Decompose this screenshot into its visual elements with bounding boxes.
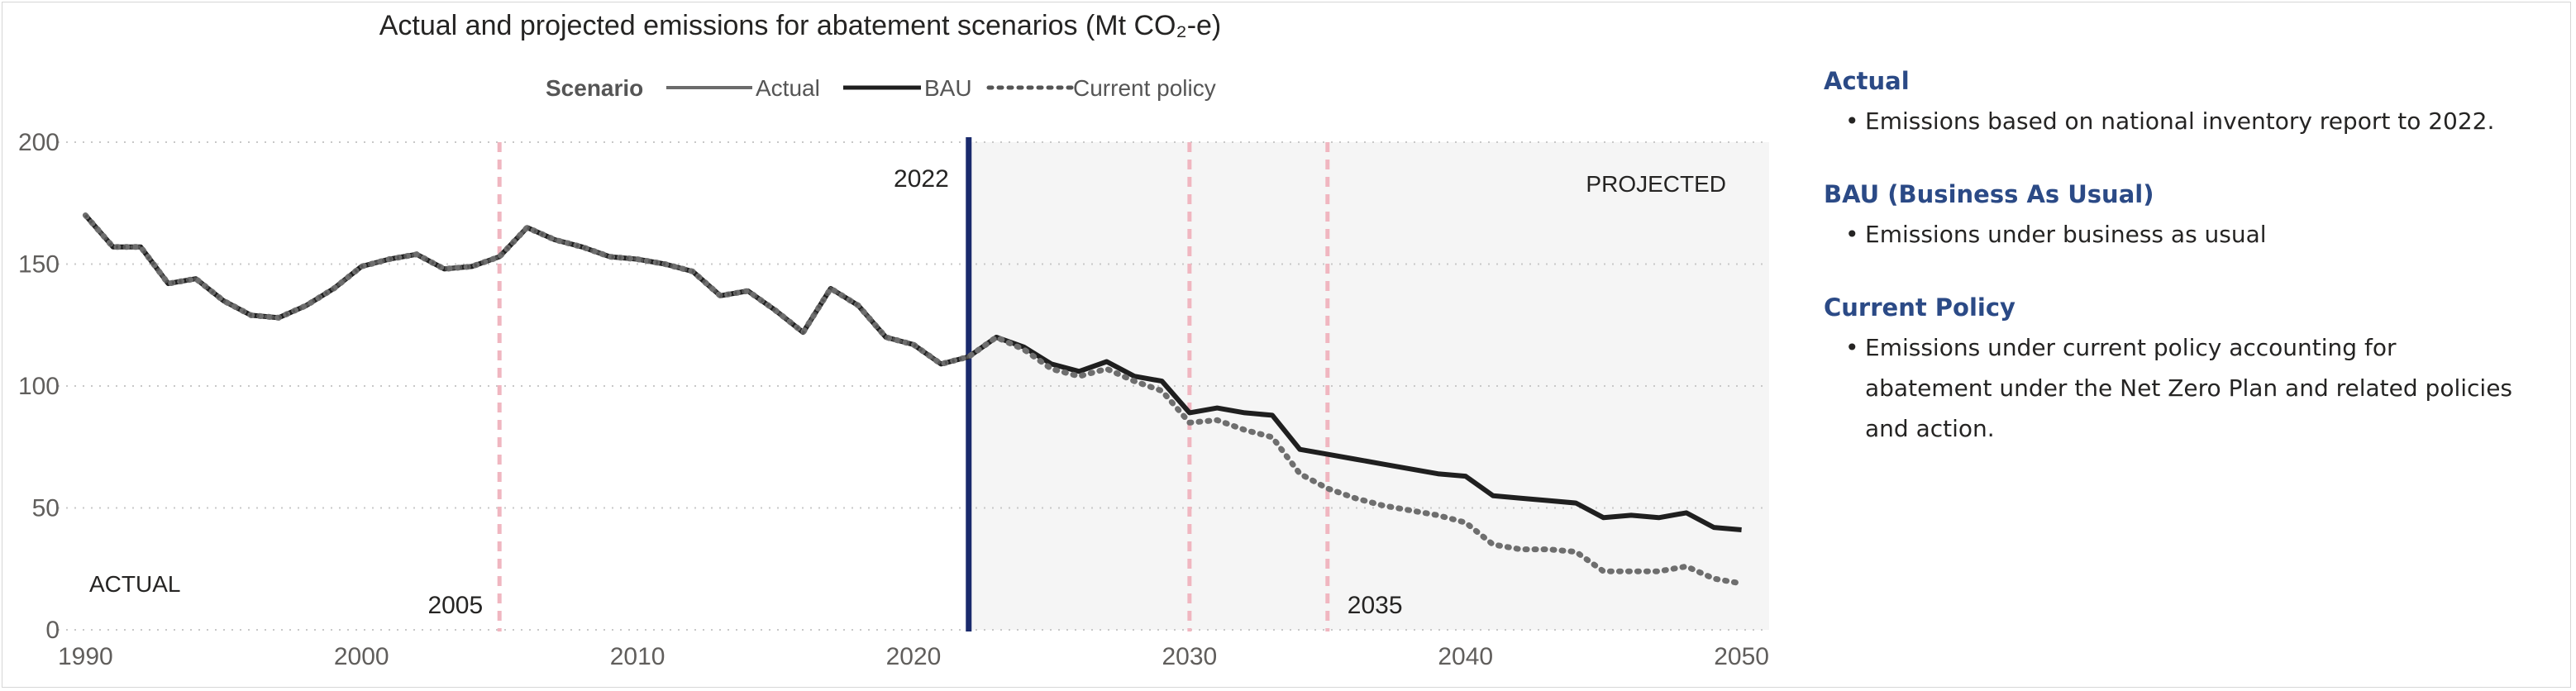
emissions-chart: Actual and projected emissions for abate… — [18, 10, 1769, 670]
bullets-bau: Emissions under business as usual — [1824, 214, 2551, 255]
y-tick-label: 150 — [18, 251, 60, 279]
heading-bau: BAU (Business As Usual) — [1824, 180, 2154, 208]
bullet-item: Emissions based on national inventory re… — [1845, 101, 2551, 141]
x-tick-label: 2020 — [886, 643, 942, 670]
series-lines — [82, 212, 1745, 587]
x-tick-label: 2030 — [1162, 643, 1217, 670]
bullet-item-continuation: abatement under the Net Zero Plan and re… — [1865, 374, 2513, 402]
chart-title: Actual and projected emissions for abate… — [379, 10, 1222, 41]
y-tick-label: 200 — [18, 129, 60, 156]
heading-actual: Actual — [1824, 67, 1910, 95]
legend-actual-label[interactable]: Actual — [756, 75, 820, 101]
y-tick-label: 0 — [45, 617, 60, 644]
section-current-policy: Current Policy Emissions under current p… — [1824, 291, 2551, 449]
y-tick-label: 100 — [18, 373, 60, 400]
bullet-item-continuation: and action. — [1865, 415, 1995, 442]
legend-bau-label[interactable]: BAU — [924, 75, 972, 101]
legend[interactable]: Scenario Actual BAU Current policy — [546, 75, 1216, 101]
x-axis-ticks: 1990 2000 2010 2020 2030 2040 2050 — [58, 643, 1769, 670]
bullets-current-policy: Emissions under current policy accountin… — [1824, 327, 2551, 449]
actual-region-label: ACTUAL — [89, 571, 180, 597]
y-tick-label: 50 — [32, 495, 60, 522]
y-axis-ticks: 0 50 100 150 200 — [18, 129, 60, 644]
reference-lines: 2005 2022 2035 — [427, 137, 1403, 631]
heading-current-policy: Current Policy — [1824, 293, 2015, 322]
scenario-descriptions: Actual Emissions based on national inven… — [1824, 64, 2551, 485]
section-bau: BAU (Business As Usual) Emissions under … — [1824, 178, 2551, 255]
x-tick-label: 2010 — [610, 643, 665, 670]
bullet-item: Emissions under business as usual — [1845, 214, 2551, 255]
legend-title: Scenario — [546, 75, 643, 101]
projected-region-label: PROJECTED — [1586, 171, 1726, 197]
projected-region — [968, 142, 1769, 630]
legend-current-policy-label[interactable]: Current policy — [1073, 75, 1216, 101]
x-tick-label: 2050 — [1714, 643, 1769, 670]
x-tick-label: 2040 — [1438, 643, 1493, 670]
reference-label-2022: 2022 — [894, 165, 949, 193]
section-actual: Actual Emissions based on national inven… — [1824, 64, 2551, 141]
bullets-actual: Emissions based on national inventory re… — [1824, 101, 2551, 141]
x-tick-label: 2000 — [334, 643, 389, 670]
reference-label-2035: 2035 — [1348, 592, 1403, 619]
bullet-item: Emissions under current policy accountin… — [1845, 327, 2551, 368]
reference-label-2005: 2005 — [427, 592, 483, 619]
x-tick-label: 1990 — [58, 643, 113, 670]
